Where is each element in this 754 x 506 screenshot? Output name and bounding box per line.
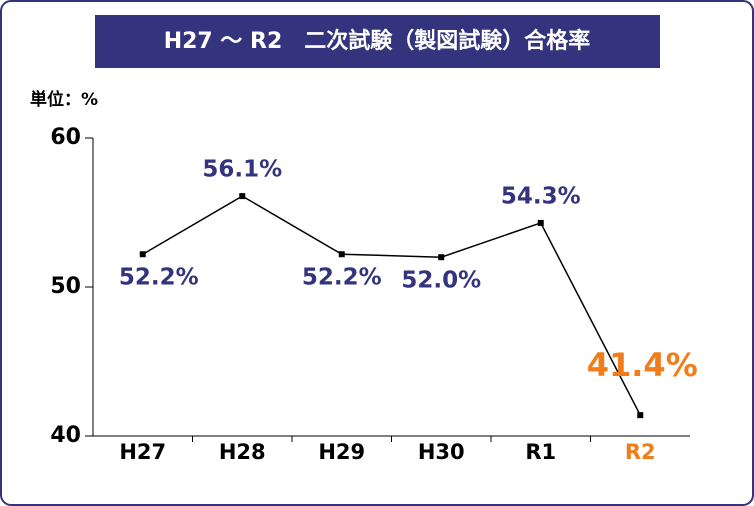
x-tick-label: R1	[525, 440, 556, 464]
x-tick-label: R2	[625, 440, 656, 464]
data-label: 56.1%	[202, 157, 282, 183]
x-tick-label: H30	[418, 440, 465, 464]
x-tick-label: H27	[119, 440, 166, 464]
y-tick-label: 40	[50, 423, 81, 448]
point	[637, 412, 644, 419]
chart-title: H27 〜 R2 二次試験（製図試験）合格率	[164, 28, 591, 54]
point	[537, 219, 544, 226]
x-tick-label: H29	[318, 440, 365, 464]
title-box	[95, 15, 660, 68]
y-tick-label: 60	[50, 125, 81, 150]
data-label: 54.3%	[501, 183, 581, 209]
data-label: 52.2%	[119, 265, 199, 291]
point	[438, 254, 445, 261]
data-label: 52.2%	[302, 265, 382, 291]
y-tick-label: 50	[50, 274, 81, 299]
point	[338, 251, 345, 258]
data-label: 52.0%	[401, 268, 481, 294]
line	[142, 195, 641, 416]
x-tick-label: H28	[219, 440, 266, 464]
unit-label: 単位：%	[30, 89, 98, 110]
point	[139, 251, 146, 258]
data-label: 41.4%	[587, 346, 698, 384]
point	[239, 193, 246, 200]
